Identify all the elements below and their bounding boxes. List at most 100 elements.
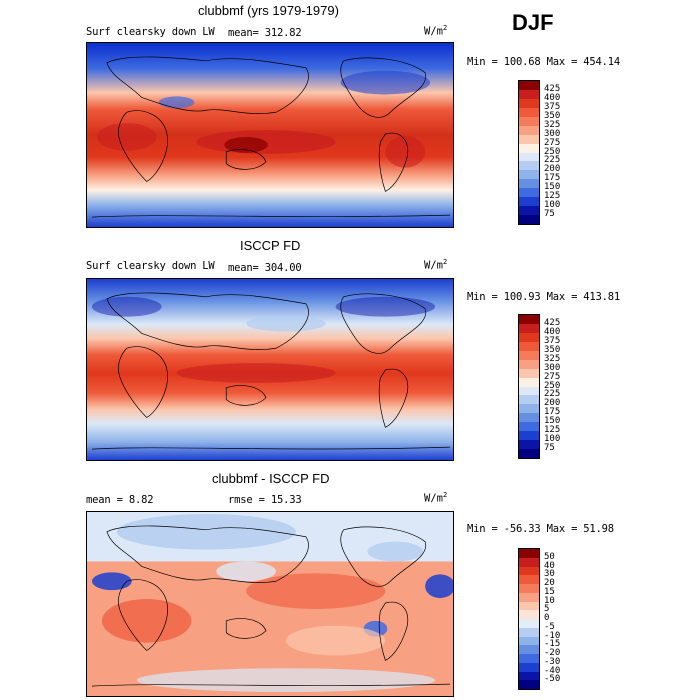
- colorbar-swatch: [519, 206, 539, 216]
- colorbar-tick-label: 250: [544, 146, 561, 157]
- colorbar-tick-label: 400: [544, 326, 561, 337]
- panel2-coastlines: [91, 292, 451, 450]
- colorbar-swatch: [519, 627, 539, 637]
- panel2-minmax: Min = 100.93 Max = 413.81: [467, 291, 621, 303]
- panel2-title: ISCCP FD: [240, 238, 301, 253]
- colorbar-tick-label: 325: [544, 353, 561, 364]
- colorbar-tick-label: 275: [544, 371, 561, 382]
- colorbar-swatch: [519, 440, 539, 450]
- panel2-mean: mean= 304.00: [228, 262, 302, 274]
- colorbar-tick-label: 275: [544, 137, 561, 148]
- colorbar-swatch: [519, 107, 539, 117]
- panel1-mean: mean= 312.82: [228, 27, 302, 39]
- colorbar-tick-label: 20: [544, 578, 555, 588]
- panel2-units: W/m2: [424, 258, 448, 272]
- colorbar-tick-label: 50: [544, 551, 555, 562]
- season-label: DJF: [512, 10, 554, 35]
- colorbar-swatch: [519, 449, 539, 458]
- colorbar-swatch: [519, 359, 539, 369]
- panel3-title: clubbmf - ISCCP FD: [212, 471, 330, 486]
- colorbar-tick-label: 30: [544, 569, 555, 580]
- colorbar-swatch: [519, 575, 539, 584]
- colorbar-swatch: [519, 619, 539, 628]
- panel1-minmax: Min = 100.68 Max = 454.14: [467, 56, 621, 68]
- panel1-map: [86, 42, 454, 228]
- colorbar-tick-label: 150: [544, 182, 561, 193]
- colorbar-swatch: [519, 368, 539, 378]
- colorbar-tick-label: 40: [544, 560, 555, 571]
- colorbar-swatch: [519, 584, 539, 593]
- colorbar-tick-label: 400: [544, 92, 561, 103]
- colorbar-swatch: [519, 662, 539, 672]
- panel3-map: [86, 511, 454, 697]
- colorbar-tick-label: 325: [544, 119, 561, 130]
- colorbar-tick-label: 200: [544, 164, 561, 175]
- panel3-colorbar: [518, 548, 540, 690]
- colorbar-swatch: [519, 197, 539, 207]
- colorbar-swatch: [519, 98, 539, 108]
- panel3-mean: mean = 8.82: [86, 494, 154, 506]
- colorbar-swatch: [519, 152, 539, 162]
- colorbar-swatch: [519, 386, 539, 396]
- panel1-colorbar: [518, 80, 540, 225]
- colorbar-swatch: [519, 188, 539, 198]
- colorbar-tick-label: 75: [544, 209, 555, 220]
- colorbar-swatch: [519, 422, 539, 432]
- panel1-units: W/m2: [424, 24, 448, 38]
- colorbar-swatch: [519, 645, 539, 654]
- colorbar-tick-label: -50: [544, 674, 561, 685]
- colorbar-tick-label: 175: [544, 173, 561, 184]
- colorbar-swatch: [519, 323, 539, 333]
- colorbar-swatch: [519, 404, 539, 414]
- colorbar-tick-label: -40: [544, 665, 561, 676]
- colorbar-tick-label: 250: [544, 380, 561, 391]
- colorbar-tick-label: 15: [544, 586, 555, 597]
- panel2-colorbar: [518, 314, 540, 459]
- colorbar-tick-label: 350: [544, 344, 561, 355]
- colorbar-swatch: [519, 654, 539, 663]
- colorbar-tick-label: 425: [544, 83, 561, 94]
- colorbar-tick-label: 425: [544, 317, 561, 328]
- colorbar-swatch: [519, 315, 539, 324]
- colorbar-swatch: [519, 431, 539, 441]
- panel3-coastlines: [91, 525, 451, 687]
- colorbar-swatch: [519, 134, 539, 144]
- colorbar-swatch: [519, 179, 539, 189]
- colorbar-swatch: [519, 601, 539, 611]
- colorbar-swatch: [519, 116, 539, 126]
- colorbar-tick-label: 375: [544, 101, 561, 112]
- colorbar-tick-label: 125: [544, 191, 561, 202]
- colorbar-tick-label: -10: [544, 630, 561, 641]
- colorbar-tick-label: 5: [544, 604, 550, 615]
- colorbar-tick-label: 225: [544, 155, 561, 166]
- colorbar-tick-label: 0: [544, 613, 550, 623]
- colorbar-tick-label: 225: [544, 389, 561, 400]
- panel2-map: [86, 278, 454, 461]
- colorbar-swatch: [519, 566, 539, 576]
- colorbar-tick-label: 175: [544, 407, 561, 418]
- colorbar-tick-label: 10: [544, 595, 555, 606]
- colorbar-tick-label: 375: [544, 335, 561, 346]
- panel3-rmse: rmse = 15.33: [228, 494, 302, 506]
- colorbar-swatch: [519, 377, 539, 387]
- colorbar-swatch: [519, 89, 539, 99]
- colorbar-swatch: [519, 610, 539, 619]
- colorbar-swatch: [519, 215, 539, 224]
- colorbar-swatch: [519, 557, 539, 567]
- colorbar-swatch: [519, 592, 539, 602]
- colorbar-swatch: [519, 125, 539, 135]
- colorbar-swatch: [519, 636, 539, 646]
- colorbar-tick-label: 150: [544, 416, 561, 427]
- colorbar-swatch: [519, 332, 539, 342]
- panel1-title: clubbmf (yrs 1979-1979): [198, 3, 339, 18]
- colorbar-tick-label: 75: [544, 443, 555, 454]
- colorbar-swatch: [519, 161, 539, 171]
- colorbar-swatch: [519, 549, 539, 558]
- colorbar-swatch: [519, 81, 539, 90]
- colorbar-tick-label: -30: [544, 656, 561, 667]
- colorbar-swatch: [519, 143, 539, 153]
- colorbar-tick-label: 100: [544, 434, 561, 445]
- colorbar-tick-label: 300: [544, 128, 561, 139]
- colorbar-swatch: [519, 395, 539, 405]
- colorbar-swatch: [519, 671, 539, 681]
